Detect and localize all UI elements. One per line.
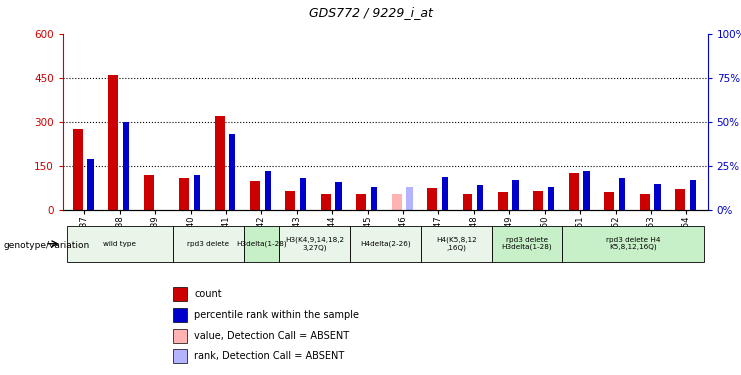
Text: rpd3 delete: rpd3 delete bbox=[187, 241, 229, 247]
Bar bbox=[300, 178, 306, 210]
Bar bbox=[462, 194, 473, 210]
Bar bbox=[144, 175, 153, 210]
Bar bbox=[619, 178, 625, 210]
Text: rpd3 delete
H3delta(1-28): rpd3 delete H3delta(1-28) bbox=[502, 237, 552, 250]
Text: value, Detection Call = ABSENT: value, Detection Call = ABSENT bbox=[194, 331, 350, 340]
Bar bbox=[285, 191, 296, 210]
Bar bbox=[675, 189, 685, 210]
Text: wild type: wild type bbox=[103, 241, 136, 247]
Bar bbox=[173, 287, 187, 302]
Bar bbox=[336, 182, 342, 210]
Text: rpd3 delete H4
K5,8,12,16Q): rpd3 delete H4 K5,8,12,16Q) bbox=[606, 237, 660, 250]
Bar bbox=[604, 192, 614, 210]
Bar bbox=[477, 185, 483, 210]
Bar bbox=[173, 349, 187, 363]
Text: H3(K4,9,14,18,2
3,27Q): H3(K4,9,14,18,2 3,27Q) bbox=[285, 237, 344, 251]
Bar bbox=[406, 187, 413, 210]
Bar bbox=[73, 129, 83, 210]
Bar bbox=[356, 194, 366, 210]
Bar bbox=[244, 226, 279, 262]
Bar bbox=[639, 194, 650, 210]
Bar bbox=[250, 181, 260, 210]
Bar bbox=[513, 180, 519, 210]
Text: count: count bbox=[194, 290, 222, 299]
Text: GDS772 / 9229_i_at: GDS772 / 9229_i_at bbox=[308, 6, 433, 19]
Bar bbox=[173, 328, 187, 343]
Bar bbox=[548, 187, 554, 210]
Bar bbox=[534, 191, 543, 210]
Bar bbox=[350, 226, 421, 262]
Bar bbox=[265, 171, 271, 210]
Text: rank, Detection Call = ABSENT: rank, Detection Call = ABSENT bbox=[194, 351, 345, 361]
Bar bbox=[173, 226, 244, 262]
Bar bbox=[442, 177, 448, 210]
Bar bbox=[279, 226, 350, 262]
Bar bbox=[173, 308, 187, 322]
Bar bbox=[654, 184, 660, 210]
Bar bbox=[690, 180, 696, 210]
Text: H4(K5,8,12
,16Q): H4(K5,8,12 ,16Q) bbox=[436, 237, 476, 251]
Text: H3delta(1-28): H3delta(1-28) bbox=[236, 240, 287, 247]
Bar bbox=[427, 188, 437, 210]
Bar bbox=[87, 159, 94, 210]
Bar bbox=[569, 173, 579, 210]
Bar bbox=[370, 187, 377, 210]
Bar bbox=[179, 178, 189, 210]
Bar bbox=[421, 226, 491, 262]
Bar bbox=[215, 116, 225, 210]
Bar bbox=[108, 75, 119, 210]
Bar bbox=[392, 194, 402, 210]
Bar bbox=[229, 134, 236, 210]
Bar bbox=[491, 226, 562, 262]
Text: H4delta(2-26): H4delta(2-26) bbox=[360, 240, 411, 247]
Text: percentile rank within the sample: percentile rank within the sample bbox=[194, 310, 359, 320]
Bar bbox=[321, 194, 330, 210]
Bar bbox=[562, 226, 704, 262]
Text: genotype/variation: genotype/variation bbox=[4, 241, 90, 250]
Bar bbox=[67, 226, 173, 262]
Bar bbox=[193, 175, 200, 210]
Bar bbox=[583, 171, 590, 210]
Bar bbox=[498, 192, 508, 210]
Bar bbox=[123, 122, 129, 210]
